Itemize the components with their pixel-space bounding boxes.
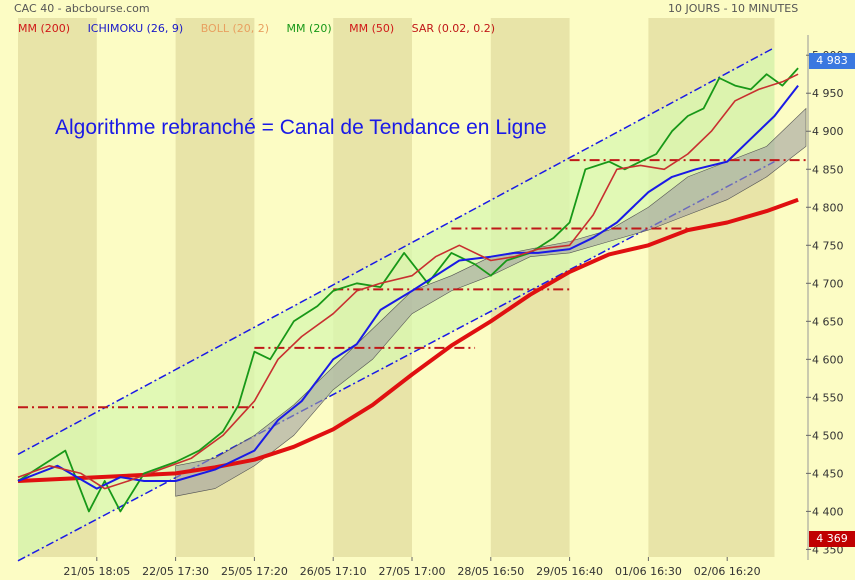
x-tick-label-8: 02/06 16:20 bbox=[694, 565, 761, 578]
legend: MM (200) ICHIMOKU (26, 9) BOLL (20, 2) M… bbox=[18, 22, 509, 35]
last-price-tag: 4 983 bbox=[809, 53, 855, 69]
y-tick-label-10: 4 500 bbox=[812, 429, 844, 442]
y-tick-label-12: 4 400 bbox=[812, 505, 844, 518]
x-tick-label-1: 22/05 17:30 bbox=[142, 565, 209, 578]
support-lines bbox=[18, 159, 806, 409]
chart-period: 10 JOURS - 10 MINUTES bbox=[668, 2, 799, 15]
y-tick-label-7: 4 650 bbox=[812, 315, 844, 328]
ma200-line bbox=[17, 197, 799, 483]
y-tick-label-8: 4 600 bbox=[812, 353, 844, 366]
y-tick-label-1: 4 950 bbox=[812, 87, 844, 100]
legend-item-ma20: MM (20) bbox=[286, 22, 332, 35]
session-bands bbox=[18, 18, 775, 557]
channel-lower-line bbox=[17, 160, 775, 562]
x-tick-label-4: 27/05 17:00 bbox=[379, 565, 446, 578]
price-line bbox=[17, 67, 799, 513]
x-tick-label-0: 21/05 18:05 bbox=[63, 565, 130, 578]
x-tick-label-2: 25/05 17:20 bbox=[221, 565, 288, 578]
x-tick-label-3: 26/05 17:10 bbox=[300, 565, 367, 578]
trend-channel bbox=[17, 46, 775, 562]
x-tick-label-6: 29/05 16:40 bbox=[536, 565, 603, 578]
y-tick-label-11: 4 450 bbox=[812, 467, 844, 480]
x-tick-label-7: 01/06 16:30 bbox=[615, 565, 682, 578]
y-tick-label-6: 4 700 bbox=[812, 277, 844, 290]
y-tick-label-9: 4 550 bbox=[812, 391, 844, 404]
x-tick-label-5: 28/05 16:50 bbox=[457, 565, 524, 578]
chart-source: CAC 40 - abcbourse.com bbox=[14, 2, 150, 15]
y-tick-label-3: 4 850 bbox=[812, 163, 844, 176]
y-tick-label-4: 4 800 bbox=[812, 201, 844, 214]
legend-item-ma200: MM (200) bbox=[18, 22, 71, 35]
legend-item-boll: BOLL (20, 2) bbox=[200, 22, 270, 35]
legend-item-ma50: MM (50) bbox=[349, 22, 395, 35]
chart-annotation: Algorithme rebranché = Canal de Tendance… bbox=[55, 116, 547, 139]
low-price-tag: 4 369 bbox=[809, 531, 855, 547]
y-tick-label-5: 4 750 bbox=[812, 239, 844, 252]
kijun-line bbox=[17, 84, 799, 490]
channel-fill bbox=[18, 47, 775, 561]
legend-item-ichimoku: ICHIMOKU (26, 9) bbox=[87, 22, 184, 35]
series-lines bbox=[17, 67, 799, 513]
legend-item-sar: SAR (0.02, 0.2) bbox=[411, 22, 496, 35]
tenkan-line bbox=[17, 73, 799, 490]
y-tick-label-2: 4 900 bbox=[812, 125, 844, 138]
channel-upper-line bbox=[17, 46, 775, 456]
